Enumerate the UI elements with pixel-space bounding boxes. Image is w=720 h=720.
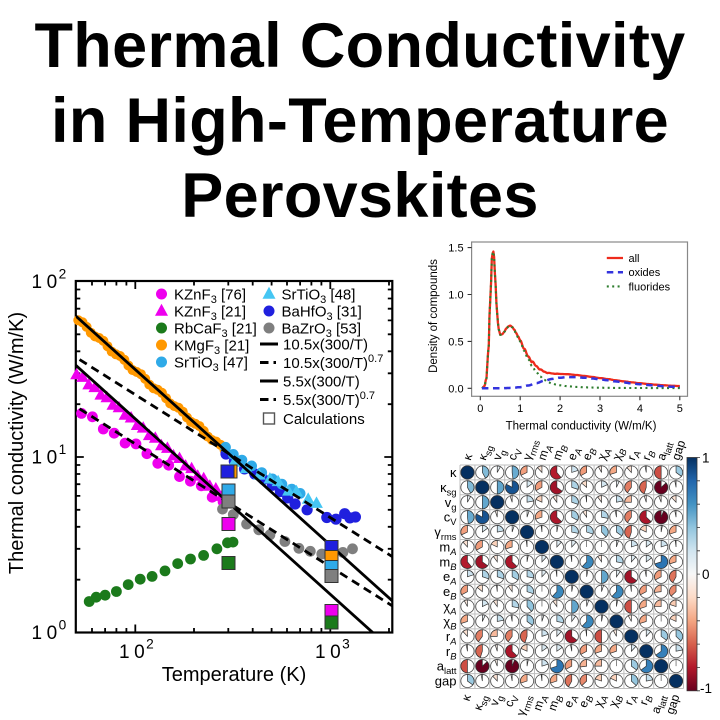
- svg-text:κ: κ: [459, 692, 474, 703]
- svg-text:oxides: oxides: [629, 267, 661, 279]
- svg-text:gap: gap: [435, 674, 457, 689]
- svg-text:SrTiO3 [48]: SrTiO3 [48]: [282, 287, 356, 307]
- svg-text:BaZrO3 [53]: BaZrO3 [53]: [282, 321, 362, 341]
- svg-text:3: 3: [597, 403, 603, 415]
- svg-text:103: 103: [315, 637, 350, 664]
- svg-text:RbCaF3 [21]: RbCaF3 [21]: [174, 321, 257, 341]
- svg-text:gap: gap: [669, 438, 689, 462]
- svg-text:5.5x(300/T)0.7: 5.5x(300/T)0.7: [283, 390, 375, 409]
- svg-text:KMgF3 [21]: KMgF3 [21]: [174, 338, 249, 358]
- svg-text:102: 102: [32, 267, 67, 294]
- svg-text:gap: gap: [663, 692, 683, 716]
- svg-text:1: 1: [702, 451, 710, 466]
- svg-text:0: 0: [702, 567, 710, 582]
- svg-text:10.5x(300/T)0.7: 10.5x(300/T)0.7: [283, 353, 383, 372]
- svg-text:rA: rA: [446, 629, 457, 647]
- svg-text:Calculations: Calculations: [283, 411, 365, 428]
- svg-text:KZnF3 [76]: KZnF3 [76]: [174, 287, 246, 307]
- svg-text:vg: vg: [445, 495, 457, 513]
- svg-text:Thermal conductivity (W/m/K): Thermal conductivity (W/m/K): [506, 421, 657, 433]
- svg-text:fluorides: fluorides: [629, 281, 671, 293]
- svg-text:5: 5: [677, 403, 683, 415]
- svg-text:0.5: 0.5: [448, 336, 463, 348]
- svg-text:1.0: 1.0: [448, 290, 463, 302]
- svg-text:2: 2: [557, 403, 563, 415]
- svg-text:BaHfO3 [31]: BaHfO3 [31]: [282, 304, 362, 324]
- svg-text:Density of compounds: Density of compounds: [428, 259, 440, 373]
- svg-text:κ: κ: [460, 451, 475, 462]
- svg-text:5.5x(300/T): 5.5x(300/T): [283, 374, 360, 391]
- svg-text:1.5: 1.5: [448, 243, 463, 255]
- svg-text:100: 100: [32, 618, 67, 645]
- svg-text:-1: -1: [700, 681, 712, 696]
- svg-text:4: 4: [637, 403, 643, 415]
- svg-text:SrTiO3 [47]: SrTiO3 [47]: [174, 355, 248, 375]
- svg-text:κ: κ: [450, 465, 457, 480]
- svg-text:101: 101: [32, 442, 67, 469]
- svg-text:0: 0: [477, 403, 483, 415]
- svg-text:10.5x(300/T): 10.5x(300/T): [283, 337, 368, 354]
- svg-text:all: all: [629, 253, 640, 265]
- svg-text:0.0: 0.0: [448, 383, 463, 395]
- svg-text:rB: rB: [446, 644, 457, 662]
- svg-text:1: 1: [517, 403, 523, 415]
- svg-text:102: 102: [119, 637, 154, 664]
- svg-text:Temperature (K): Temperature (K): [162, 664, 307, 686]
- svg-text:cV: cV: [502, 692, 522, 709]
- svg-text:KZnF3 [21]: KZnF3 [21]: [174, 304, 246, 324]
- svg-text:Thermal conductivity (W/m/K): Thermal conductivity (W/m/K): [6, 312, 28, 574]
